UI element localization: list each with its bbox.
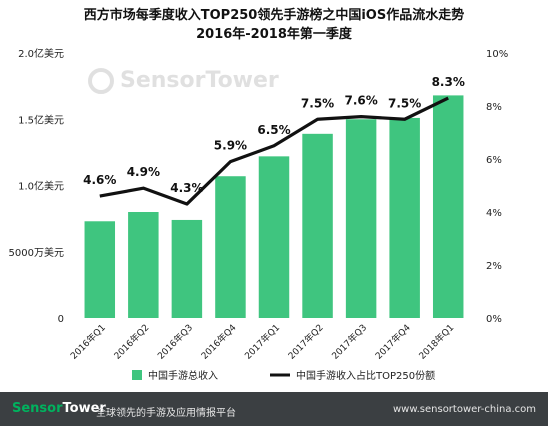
left-axis-tick-label: 1.5亿美元 [18, 113, 64, 126]
footer-slogan: 全球领先的手游及应用情报平台 [96, 408, 236, 419]
line-data-label: 8.3% [432, 75, 465, 89]
line-data-label: 5.9% [214, 139, 247, 153]
category-label: 2016年Q3 [155, 322, 195, 362]
chart-title: 西方市场每季度收入TOP250领先手游榜之中国iOS作品流水走势 [83, 8, 465, 23]
line-data-label: 6.5% [257, 123, 290, 137]
line-data-label: 4.9% [127, 165, 160, 179]
category-label: 2017年Q4 [373, 321, 413, 361]
legend-bar-label: 中国手游总收入 [148, 369, 218, 382]
bar [432, 95, 464, 319]
bar [302, 133, 333, 318]
category-label: 2018年Q1 [416, 322, 456, 362]
footer-brand-prefix: Sensor [12, 401, 63, 416]
chart-subtitle: 2016年-2018年第一季度 [196, 27, 352, 42]
right-axis-tick-label: 10% [486, 49, 508, 60]
right-axis-tick-label: 2% [486, 261, 502, 272]
left-axis-tick-label: 1.0亿美元 [18, 180, 64, 193]
category-label: 2017年Q1 [242, 322, 282, 362]
right-axis-tick-label: 6% [486, 155, 502, 166]
line-data-label: 4.3% [170, 181, 203, 195]
bar [258, 156, 290, 318]
line-data-label: 7.5% [301, 96, 334, 110]
sensor-tower-logo-icon [88, 68, 114, 94]
category-label: 2017年Q3 [329, 322, 369, 362]
right-axis-tick-label: 4% [486, 208, 502, 219]
category-label: 2017年Q2 [286, 322, 326, 362]
line-data-label: 4.6% [83, 173, 116, 187]
category-label: 2016年Q1 [68, 322, 108, 362]
footer-logo: SensorTower [12, 401, 106, 416]
footer-bar: SensorTower 全球领先的手游及应用情报平台 www.sensortow… [0, 392, 548, 426]
line-data-label: 7.5% [388, 96, 421, 110]
chart-svg: 0 5000万美元 1.0亿美元 1.5亿美元 2.0亿美元 0% 2% 4% 6% 8% 10% 4… [9, 47, 509, 382]
watermark: SensorTower [88, 68, 279, 94]
bar [345, 119, 377, 318]
watermark-text: SensorTower [120, 68, 279, 93]
left-axis-tick-label: 0 [58, 314, 64, 325]
legend-bar-swatch [132, 370, 142, 380]
bar [84, 221, 116, 318]
line-data-label: 7.6% [344, 94, 377, 108]
category-label: 2016年Q2 [111, 322, 151, 362]
footer-website: www.sensortower-china.com [392, 404, 536, 415]
share-line [99, 96, 449, 206]
bar [389, 117, 420, 318]
bar [128, 212, 159, 318]
footer-brand-suffix: Tower [62, 401, 106, 416]
left-axis-tick-label: 5000万美元 [9, 246, 64, 259]
left-axis-tick-label: 2.0亿美元 [18, 47, 64, 60]
legend-line-label: 中国手游收入占比TOP250份额 [296, 369, 435, 382]
bar [171, 219, 203, 318]
right-axis-tick-label: 8% [486, 102, 502, 113]
bar [215, 176, 246, 318]
category-label: 2016年Q4 [198, 321, 238, 361]
right-axis-tick-label: 0% [486, 314, 502, 325]
